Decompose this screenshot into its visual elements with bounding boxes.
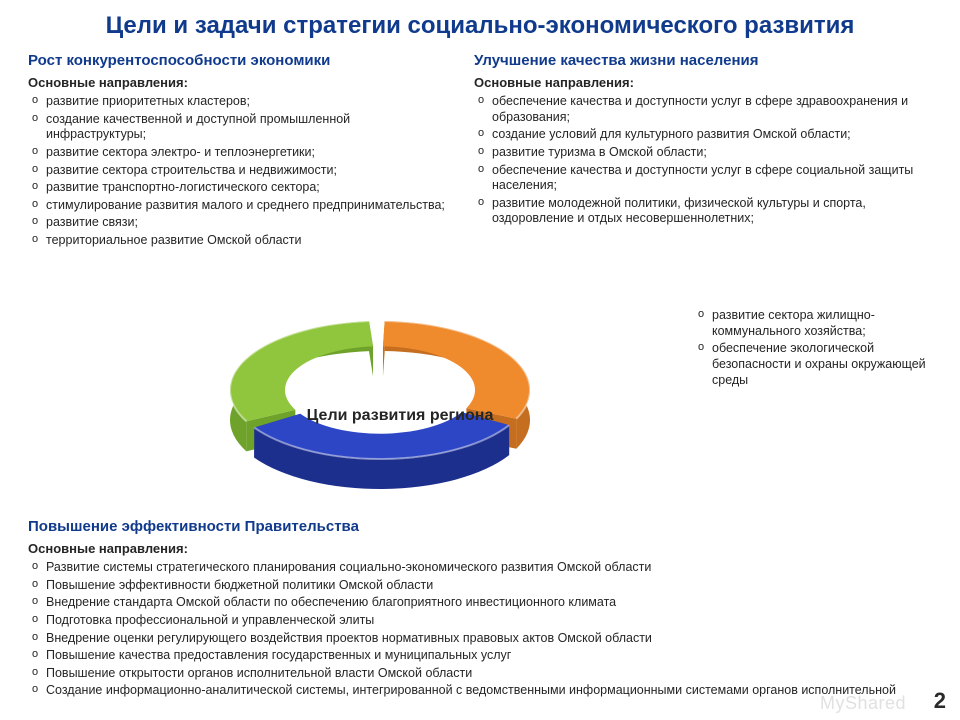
subhead: Основные направления: bbox=[28, 75, 448, 90]
section-quality-of-life-extra: развитие сектора жилищно-коммунального х… bbox=[694, 308, 934, 390]
section-government-efficiency: Повышение эффективности Правительства Ос… bbox=[28, 518, 932, 701]
list-item: развитие транспортно-логистического сект… bbox=[28, 180, 448, 196]
list-item: Повышение качества предоставления госуда… bbox=[28, 648, 932, 664]
list-item: Создание информационно-аналитической сис… bbox=[28, 683, 932, 699]
list-item: стимулирование развития малого и среднег… bbox=[28, 198, 448, 214]
list-item: обеспечение экологической безопасности и… bbox=[694, 341, 934, 388]
page-title: Цели и задачи стратегии социально-эконом… bbox=[40, 12, 920, 40]
donut-center-label: Цели развития региона bbox=[300, 406, 500, 425]
directions-list-left: развитие приоритетных кластеров; создание… bbox=[28, 94, 448, 249]
list-item: создание качественной и доступной промыш… bbox=[28, 112, 448, 143]
list-item: создание условий для культурного развити… bbox=[474, 127, 934, 143]
section-heading: Повышение эффективности Правительства bbox=[28, 518, 932, 535]
list-item: Повышение открытости органов исполнитель… bbox=[28, 666, 932, 682]
list-item: Повышение эффективности бюджетной полити… bbox=[28, 578, 932, 594]
section-heading: Улучшение качества жизни населения bbox=[474, 52, 934, 69]
list-item: развитие связи; bbox=[28, 215, 448, 231]
directions-list-right: обеспечение качества и доступности услуг… bbox=[474, 94, 934, 227]
subhead: Основные направления: bbox=[28, 541, 932, 556]
section-quality-of-life: Улучшение качества жизни населения Основ… bbox=[474, 52, 934, 229]
list-item: Развитие системы стратегического планиро… bbox=[28, 560, 932, 576]
list-item: Внедрение оценки регулирующего воздейств… bbox=[28, 631, 932, 647]
subhead: Основные направления: bbox=[474, 75, 934, 90]
page-number: 2 bbox=[934, 688, 946, 714]
watermark: MyShared bbox=[820, 693, 906, 714]
list-item: развитие туризма в Омской области; bbox=[474, 145, 934, 161]
section-heading: Рост конкурентоспособности экономики bbox=[28, 52, 448, 69]
list-item: обеспечение качества и доступности услуг… bbox=[474, 94, 934, 125]
list-item: Подготовка профессиональной и управленче… bbox=[28, 613, 932, 629]
donut-chart bbox=[200, 290, 560, 510]
list-item: территориальное развитие Омской области bbox=[28, 233, 448, 249]
list-item: развитие сектора жилищно-коммунального х… bbox=[694, 308, 934, 339]
list-item: Внедрение стандарта Омской области по об… bbox=[28, 595, 932, 611]
list-item: развитие приоритетных кластеров; bbox=[28, 94, 448, 110]
list-item: развитие сектора электро- и теплоэнергет… bbox=[28, 145, 448, 161]
list-item: обеспечение качества и доступности услуг… bbox=[474, 163, 934, 194]
section-competitiveness: Рост конкурентоспособности экономики Осн… bbox=[28, 52, 448, 251]
directions-list-right-extra: развитие сектора жилищно-коммунального х… bbox=[694, 308, 934, 388]
list-item: развитие сектора строительства и недвижи… bbox=[28, 163, 448, 179]
directions-list-bottom: Развитие системы стратегического планиро… bbox=[28, 560, 932, 699]
list-item: развитие молодежной политики, физической… bbox=[474, 196, 934, 227]
